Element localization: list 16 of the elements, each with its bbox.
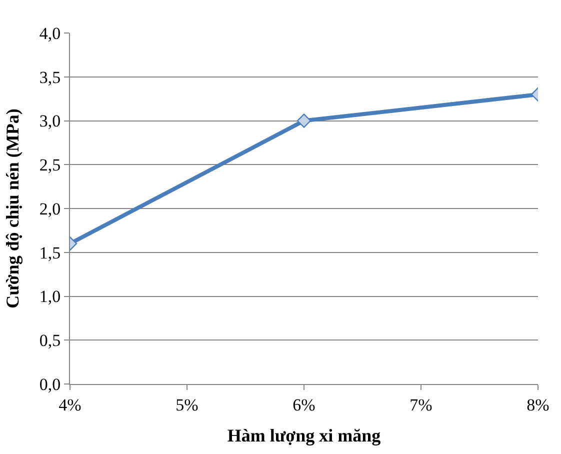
y-tick-label: 0,0 bbox=[39, 374, 61, 394]
y-tick-label: 1,0 bbox=[39, 287, 61, 306]
x-tick-label: 4% bbox=[58, 395, 82, 414]
y-tick-label: 1,5 bbox=[39, 243, 61, 262]
y-tick-label: 4,0 bbox=[39, 24, 61, 43]
x-tick-label: 6% bbox=[292, 395, 316, 414]
x-tick-label: 7% bbox=[410, 395, 432, 414]
y-tick-label: 3,0 bbox=[39, 112, 61, 131]
x-axis-title: Hàm lượng xi măng bbox=[227, 426, 381, 446]
y-tick-label: 2,0 bbox=[39, 199, 61, 218]
x-tick-label: 8% bbox=[526, 395, 550, 414]
y-tick-label: 0,5 bbox=[39, 331, 61, 350]
y-tick-label: 3,5 bbox=[39, 68, 61, 87]
y-tick-label: 2,5 bbox=[39, 156, 61, 175]
x-tick-label: 5% bbox=[176, 395, 198, 414]
y-axis-title: Cường độ chịu nén (MPa) bbox=[2, 108, 23, 308]
